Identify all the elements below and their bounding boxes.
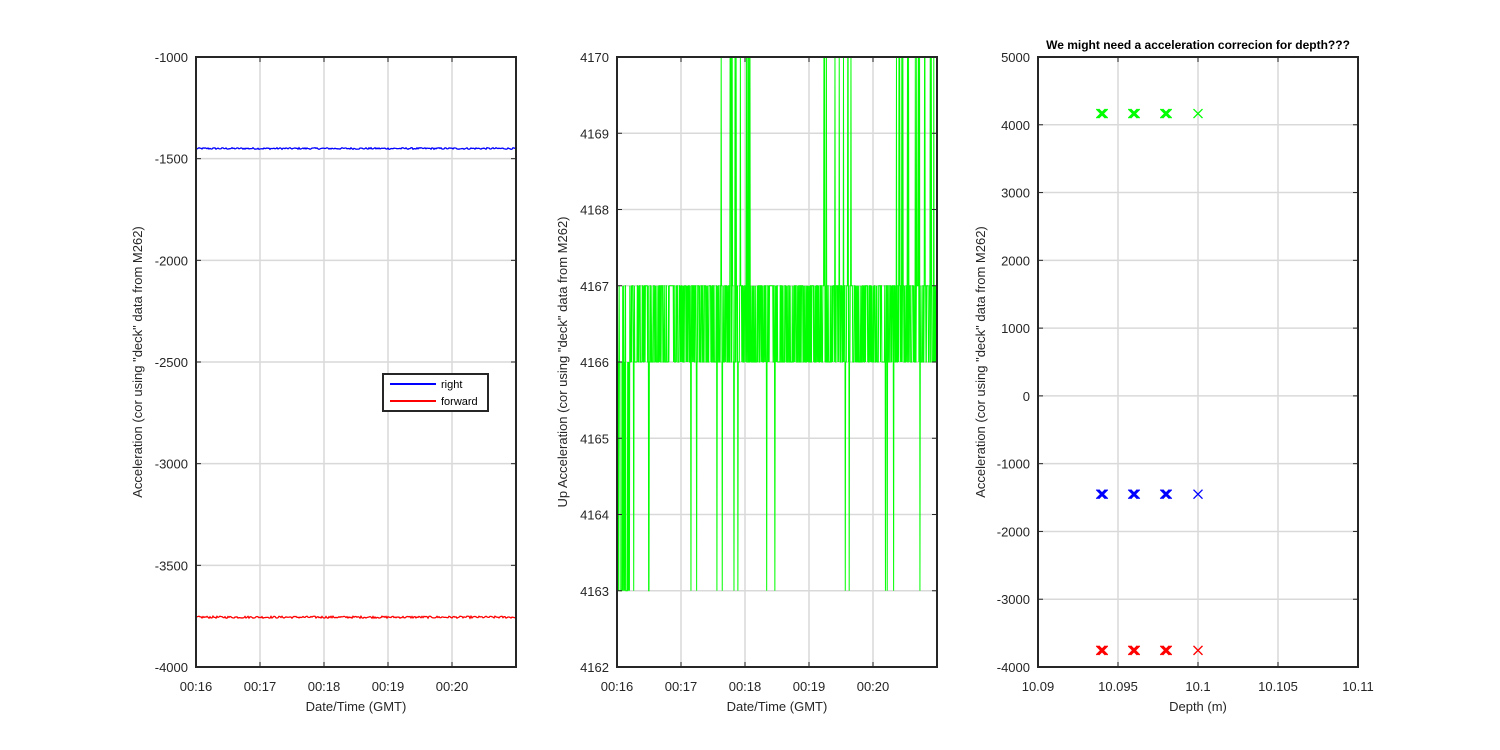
y-tick-label: 4166 — [580, 355, 609, 370]
y-tick-label: 3000 — [1001, 186, 1030, 201]
y-tick-label: 1000 — [1001, 321, 1030, 336]
scatter-point — [1159, 489, 1173, 500]
y-tick-label: 4169 — [580, 126, 609, 141]
x-tick-labels: 10.09 10.095 10.1 10.105 10.11 — [1022, 679, 1374, 694]
y-tick-label: 4164 — [580, 508, 609, 523]
y-tick-label: -1000 — [997, 457, 1030, 472]
y-tick-label: -1000 — [155, 50, 188, 65]
x-axis-label: Date/Time (GMT) — [306, 699, 407, 714]
x-tick-label: 00:20 — [436, 679, 469, 694]
x-tick-label: 00:19 — [372, 679, 405, 694]
x-tick-labels: 00:16 00:17 00:18 00:19 00:20 — [180, 679, 469, 694]
x-tick-label: 00:20 — [857, 679, 890, 694]
scatter-point — [1095, 108, 1109, 119]
series-line-up — [616, 56, 938, 592]
x-tick-label: 00:16 — [601, 679, 634, 694]
y-tick-label: -2000 — [997, 524, 1030, 539]
series-line-forward — [195, 614, 517, 620]
x-axis-label: Depth (m) — [1169, 699, 1227, 714]
x-tick-label: 00:18 — [729, 679, 762, 694]
middle-time-series-panel: 00:16 00:17 00:18 00:19 00:20 41624163416441… — [555, 50, 938, 714]
y-tick-label: 4167 — [580, 279, 609, 294]
y-tick-label: -4000 — [997, 660, 1030, 675]
tick-marks — [195, 56, 516, 668]
series-lines — [616, 56, 938, 592]
x-tick-label: 10.09 — [1022, 679, 1055, 694]
y-tick-label: 4168 — [580, 203, 609, 218]
x-tick-label: 00:19 — [793, 679, 826, 694]
scatter-point — [1095, 645, 1109, 656]
y-tick-label: -1500 — [155, 152, 188, 167]
grid-lines — [196, 57, 516, 667]
y-tick-label: 2000 — [1001, 253, 1030, 268]
left-time-series-panel: 00:16 00:17 00:18 00:19 00:20 -4000 -3500 -300… — [130, 50, 517, 714]
series-line-right — [195, 146, 517, 151]
x-tick-label: 10.11 — [1342, 679, 1374, 694]
x-tick-label: 10.105 — [1258, 679, 1298, 694]
x-tick-label: 00:16 — [180, 679, 213, 694]
y-tick-label: 5000 — [1001, 50, 1030, 65]
scatter-markers — [1095, 108, 1203, 656]
y-tick-labels: -4000 -3500 -3000 -2500 -2000 -1500 -1000 — [155, 50, 188, 675]
y-tick-label: 4163 — [580, 584, 609, 599]
y-tick-label: 4000 — [1001, 118, 1030, 133]
y-tick-label: 4162 — [580, 660, 609, 675]
x-tick-label: 10.1 — [1185, 679, 1210, 694]
scatter-point — [1127, 645, 1141, 656]
tick-marks — [616, 56, 937, 668]
x-tick-label: 10.095 — [1098, 679, 1138, 694]
y-axis-label: Up Acceleration (cor using "deck" data f… — [555, 216, 570, 507]
y-axis-label: Acceleration (cor using "deck" data from… — [130, 226, 145, 498]
legend-box — [382, 373, 489, 412]
depth-scatter-panel: 10.09 10.095 10.1 10.105 10.11 -4000 -3000 -20… — [973, 38, 1374, 714]
y-tick-label: -3000 — [997, 592, 1030, 607]
y-tick-labels: -4000 -3000 -2000 -1000 0 1000 2000 3000 4000 500… — [997, 50, 1030, 675]
scatter-point — [1159, 108, 1173, 119]
y-tick-label: -4000 — [155, 660, 188, 675]
y-tick-labels: 4162 4163 4164 4165 4166 4167 4168 4169 4170 — [580, 50, 609, 675]
scatter-point — [1127, 108, 1141, 119]
y-tick-label: -3000 — [155, 457, 188, 472]
legend-label-forward: forward — [441, 396, 478, 408]
scatter-point — [1193, 645, 1203, 656]
y-tick-label: -2000 — [155, 253, 188, 268]
scatter-point — [1127, 489, 1141, 500]
legend: right forward — [382, 373, 489, 412]
legend-label-right: right — [441, 379, 462, 391]
x-tick-label: 00:18 — [308, 679, 341, 694]
x-tick-label: 00:17 — [244, 679, 277, 694]
tick-marks — [1037, 56, 1359, 668]
series-lines — [195, 146, 517, 620]
scatter-point — [1159, 645, 1173, 656]
y-axis-label: Acceleration (cor using "deck" data from… — [973, 226, 988, 498]
y-tick-label: 0 — [1023, 389, 1030, 404]
x-tick-label: 00:17 — [665, 679, 698, 694]
scatter-point — [1095, 489, 1109, 500]
y-tick-label: -3500 — [155, 558, 188, 573]
x-tick-labels: 00:16 00:17 00:18 00:19 00:20 — [601, 679, 890, 694]
x-axis-label: Date/Time (GMT) — [727, 699, 828, 714]
y-tick-label: 4170 — [580, 50, 609, 65]
scatter-point — [1193, 489, 1203, 500]
scatter-point — [1193, 108, 1203, 119]
chart-title: We might need a acceleration correcion f… — [1046, 38, 1350, 52]
y-tick-label: 4165 — [580, 431, 609, 446]
grid-lines — [1038, 57, 1358, 667]
y-tick-label: -2500 — [155, 355, 188, 370]
